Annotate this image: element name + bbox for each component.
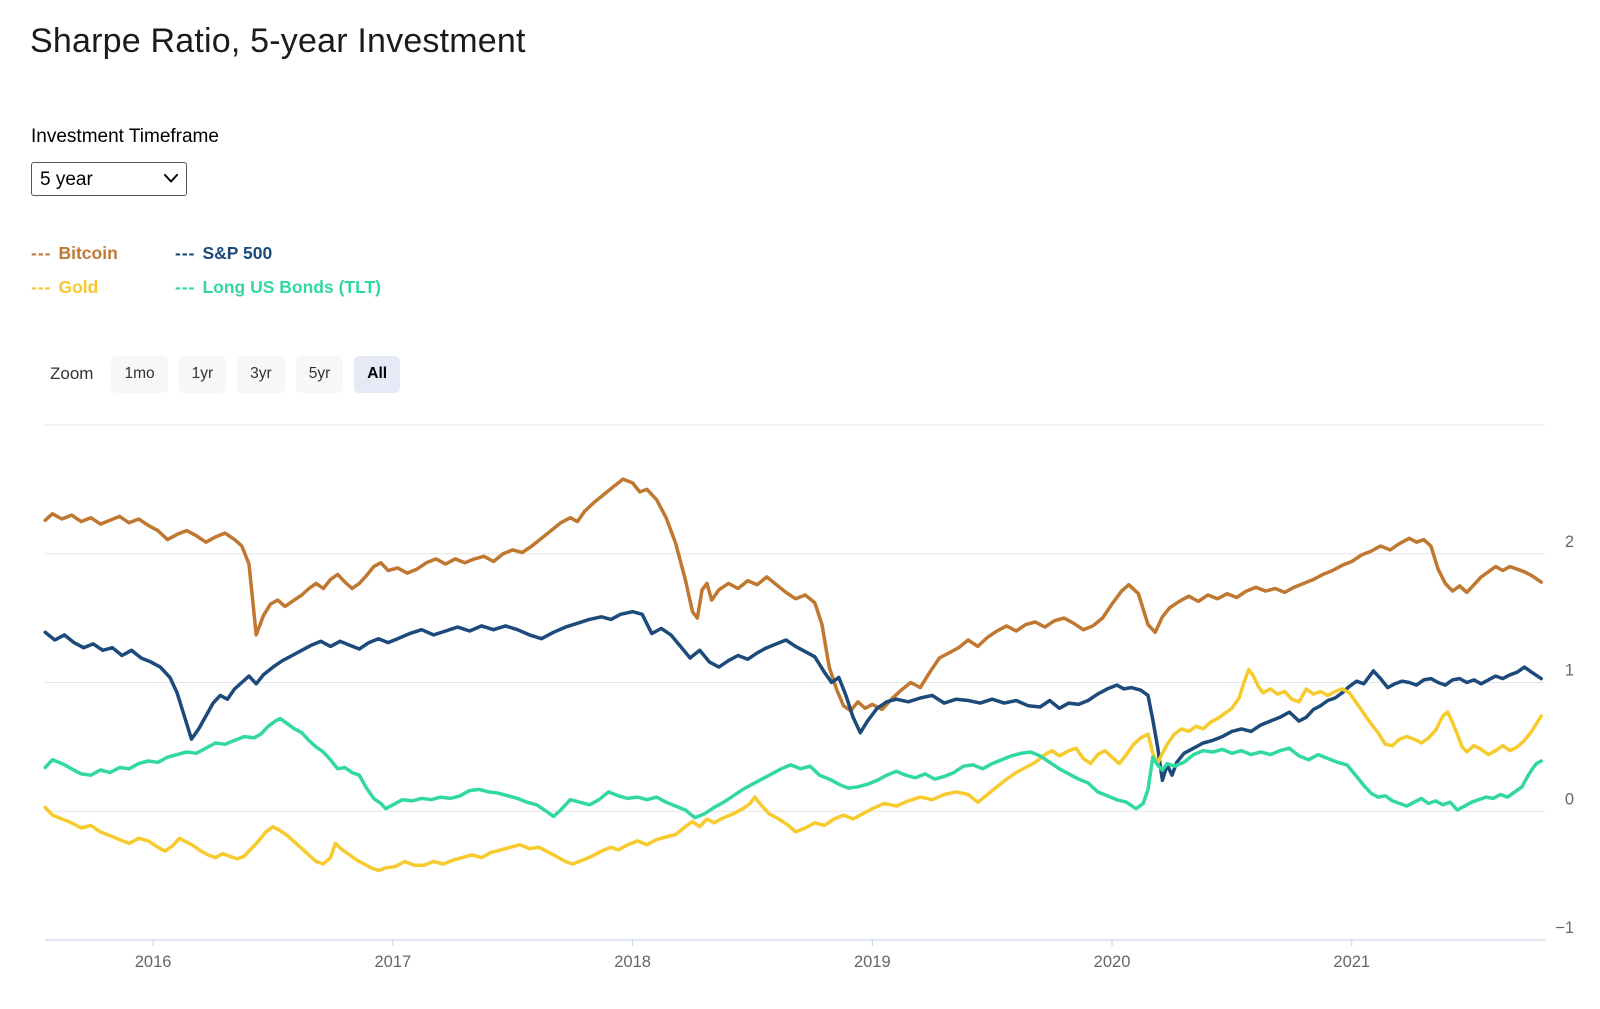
x-tick-label-2019: 2019 — [854, 953, 891, 971]
zoom-buttons-group: 1mo 1yr 3yr 5yr All — [111, 356, 401, 393]
legend-item-sp500[interactable]: --- S&P 500 — [175, 243, 381, 264]
legend-dash-icon: --- — [31, 243, 52, 263]
timeframe-select-wrap: 5 year — [31, 162, 187, 196]
legend-label: S&P 500 — [202, 243, 273, 263]
legend-item-bitcoin[interactable]: --- Bitcoin — [31, 243, 175, 264]
x-tick-label-2018: 2018 — [614, 953, 651, 971]
series-line-bitcoin — [43, 477, 1543, 713]
legend-dash-icon: --- — [31, 277, 52, 297]
x-tick-label-2017: 2017 — [374, 953, 411, 971]
x-tick-label-2021: 2021 — [1333, 953, 1370, 971]
legend-item-tlt[interactable]: --- Long US Bonds (TLT) — [175, 277, 381, 298]
y-tick-label-1: 1 — [1565, 662, 1574, 680]
page-title: Sharpe Ratio, 5-year Investment — [30, 22, 526, 60]
series-line-tlt — [43, 716, 1543, 820]
zoom-button-3yr[interactable]: 3yr — [237, 356, 285, 393]
legend-dash-icon: --- — [175, 277, 196, 297]
zoom-toolbar: Zoom 1mo 1yr 3yr 5yr All — [50, 356, 401, 393]
chart-legend: --- Bitcoin --- S&P 500 --- Gold --- Long US Bo… — [31, 243, 381, 298]
zoom-button-5yr[interactable]: 5yr — [295, 356, 344, 393]
series-line-sp500 — [43, 609, 1543, 783]
y-tick-label-2: 2 — [1565, 533, 1574, 551]
y-tick-label--1: −1 — [1555, 919, 1574, 937]
zoom-label: Zoom — [50, 364, 94, 384]
zoom-button-1mo[interactable]: 1mo — [111, 356, 168, 393]
legend-item-gold[interactable]: --- Gold — [31, 277, 175, 298]
sharpe-ratio-chart: 2016 2017 2018 2019 2020 2021 2 1 0 −1 — [0, 400, 1600, 1009]
legend-label: Gold — [58, 277, 99, 297]
series-line-gold — [43, 667, 1543, 873]
zoom-button-1yr[interactable]: 1yr — [178, 356, 227, 393]
legend-label: Long US Bonds (TLT) — [202, 277, 382, 297]
legend-dash-icon: --- — [175, 243, 196, 263]
timeframe-label: Investment Timeframe — [31, 126, 219, 147]
x-tick-label-2020: 2020 — [1094, 953, 1131, 971]
y-tick-label-0: 0 — [1565, 790, 1574, 808]
zoom-button-all[interactable]: All — [354, 356, 401, 393]
timeframe-select[interactable]: 5 year — [31, 162, 187, 196]
chart-canvas: 2016 2017 2018 2019 2020 2021 2 1 0 −1 — [43, 424, 1574, 971]
legend-label: Bitcoin — [58, 243, 118, 263]
x-tick-label-2016: 2016 — [135, 953, 172, 971]
